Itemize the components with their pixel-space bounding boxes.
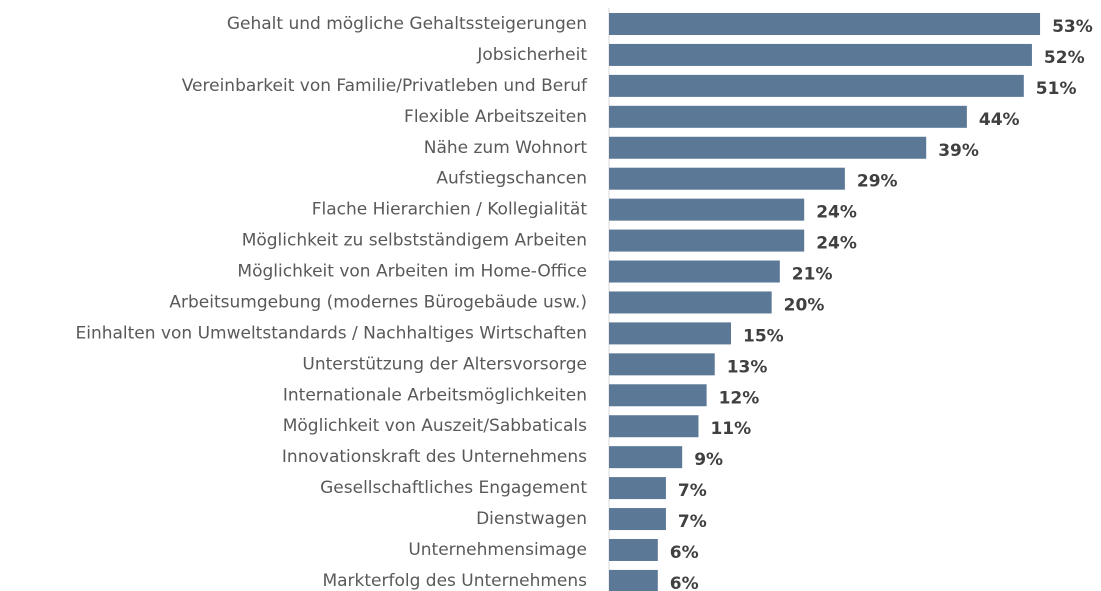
bar: [609, 446, 683, 469]
category-label: Dienstwagen: [476, 509, 587, 529]
bar: [609, 322, 731, 345]
category-label: Einhalten von Umweltstandards / Nachhalt…: [75, 323, 587, 343]
category-label: Flache Hierarchien / Kollegialität: [312, 200, 588, 220]
category-label: Vereinbarkeit von Familie/Privatleben un…: [182, 76, 588, 96]
bar: [609, 415, 699, 438]
category-label: Unternehmensimage: [408, 540, 587, 560]
bar: [609, 167, 845, 190]
value-label: 52%: [1044, 48, 1085, 68]
category-label: Markterfolg des Unternehmens: [322, 571, 587, 591]
value-label: 7%: [678, 512, 707, 532]
value-label: 13%: [727, 357, 768, 377]
category-label: Gehalt und mögliche Gehaltssteigerungen: [227, 14, 587, 34]
value-label: 11%: [710, 419, 751, 439]
value-label: 20%: [784, 295, 825, 315]
bar: [609, 13, 1041, 35]
category-label: Flexible Arbeitszeiten: [404, 107, 587, 127]
category-label: Gesellschaftliches Engagement: [320, 478, 587, 498]
value-label: 15%: [743, 326, 784, 346]
value-label: 44%: [979, 110, 1020, 130]
bar: [609, 198, 805, 221]
category-label: Möglichkeit zu selbstständigem Arbeiten: [242, 231, 587, 251]
value-label: 51%: [1036, 79, 1077, 99]
bar: [609, 353, 715, 376]
category-label: Möglichkeit von Auszeit/Sabbaticals: [283, 416, 587, 436]
category-label: Innovationskraft des Unternehmens: [282, 447, 587, 467]
bar: [609, 43, 1032, 66]
category-label: Arbeitsumgebung (modernes Bürogebäude us…: [169, 292, 587, 312]
value-label: 12%: [719, 388, 760, 408]
bar: [609, 508, 666, 531]
bar: [609, 105, 967, 128]
category-label: Unterstützung der Altersvorsorge: [302, 354, 587, 374]
category-label: Möglichkeit von Arbeiten im Home-Office: [237, 262, 587, 282]
category-label: Nähe zum Wohnort: [424, 138, 588, 158]
value-label: 53%: [1052, 17, 1093, 37]
category-label: Aufstiegschancen: [436, 169, 587, 189]
value-label: 29%: [857, 172, 898, 192]
bar: [609, 229, 805, 252]
value-label: 6%: [670, 574, 699, 591]
value-label: 7%: [678, 481, 707, 501]
value-label: 24%: [816, 203, 857, 223]
value-label: 24%: [816, 234, 857, 254]
value-label: 6%: [670, 543, 699, 563]
bar: [609, 260, 780, 283]
category-label: Jobsicherheit: [476, 45, 587, 65]
value-label: 9%: [694, 450, 723, 470]
value-label: 21%: [792, 265, 833, 285]
bar: [609, 477, 666, 500]
category-label: Internationale Arbeitsmöglichkeiten: [283, 385, 587, 405]
bar: [609, 384, 707, 407]
bar: [609, 538, 658, 561]
bar: [609, 569, 658, 591]
bar: [609, 74, 1024, 97]
bar: [609, 291, 772, 314]
bar: [609, 136, 927, 159]
value-label: 39%: [938, 141, 979, 161]
